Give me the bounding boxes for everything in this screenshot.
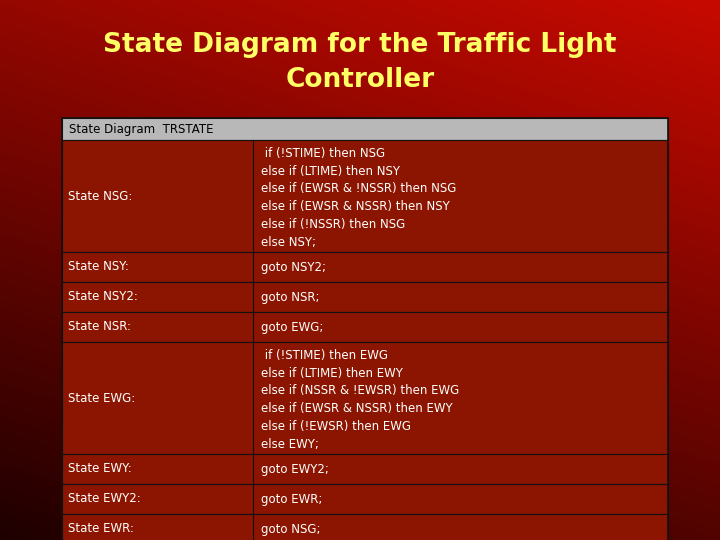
Bar: [62, 118, 668, 540]
Text: else if (!NSSR) then NSG: else if (!NSSR) then NSG: [261, 218, 405, 231]
Text: if (!STIME) then EWG: if (!STIME) then EWG: [261, 349, 388, 362]
Text: State Diagram for the Traffic Light: State Diagram for the Traffic Light: [103, 32, 617, 58]
Text: else if (EWSR & !NSSR) then NSG: else if (EWSR & !NSSR) then NSG: [261, 183, 456, 195]
Text: State NSY:: State NSY:: [68, 260, 129, 273]
Text: else EWY;: else EWY;: [261, 438, 319, 451]
Bar: [62, 312, 668, 342]
Bar: [62, 342, 668, 454]
Text: State NSR:: State NSR:: [68, 321, 131, 334]
Bar: [62, 514, 668, 540]
Text: else if (!EWSR) then EWG: else if (!EWSR) then EWG: [261, 420, 411, 433]
Text: else if (LTIME) then NSY: else if (LTIME) then NSY: [261, 165, 400, 178]
Text: goto NSY2;: goto NSY2;: [261, 260, 326, 273]
Bar: [62, 454, 668, 484]
Text: State EWY2:: State EWY2:: [68, 492, 140, 505]
Text: State EWY:: State EWY:: [68, 462, 132, 476]
Bar: [62, 282, 668, 312]
Bar: [62, 118, 668, 140]
Text: State NSY2:: State NSY2:: [68, 291, 138, 303]
Text: State EWR:: State EWR:: [68, 523, 134, 536]
Text: Controller: Controller: [285, 67, 435, 93]
Bar: [62, 484, 668, 514]
Text: else if (EWSR & NSSR) then NSY: else if (EWSR & NSSR) then NSY: [261, 200, 449, 213]
Text: goto NSR;: goto NSR;: [261, 291, 320, 303]
Text: else NSY;: else NSY;: [261, 236, 316, 249]
Text: goto EWY2;: goto EWY2;: [261, 462, 329, 476]
Text: else if (LTIME) then EWY: else if (LTIME) then EWY: [261, 367, 402, 380]
Text: else if (NSSR & !EWSR) then EWG: else if (NSSR & !EWSR) then EWG: [261, 384, 459, 397]
Bar: [62, 140, 668, 252]
Text: goto NSG;: goto NSG;: [261, 523, 320, 536]
Text: goto EWR;: goto EWR;: [261, 492, 323, 505]
Text: State NSG:: State NSG:: [68, 190, 132, 202]
Text: else if (EWSR & NSSR) then EWY: else if (EWSR & NSSR) then EWY: [261, 402, 452, 415]
Text: if (!STIME) then NSG: if (!STIME) then NSG: [261, 147, 385, 160]
Bar: [62, 252, 668, 282]
Text: goto EWG;: goto EWG;: [261, 321, 323, 334]
Text: State EWG:: State EWG:: [68, 392, 135, 404]
Text: State Diagram  TRSTATE: State Diagram TRSTATE: [69, 123, 214, 136]
